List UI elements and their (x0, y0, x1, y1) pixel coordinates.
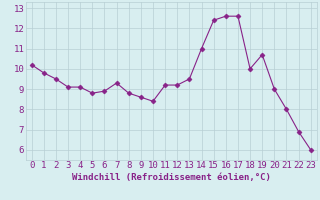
X-axis label: Windchill (Refroidissement éolien,°C): Windchill (Refroidissement éolien,°C) (72, 173, 271, 182)
